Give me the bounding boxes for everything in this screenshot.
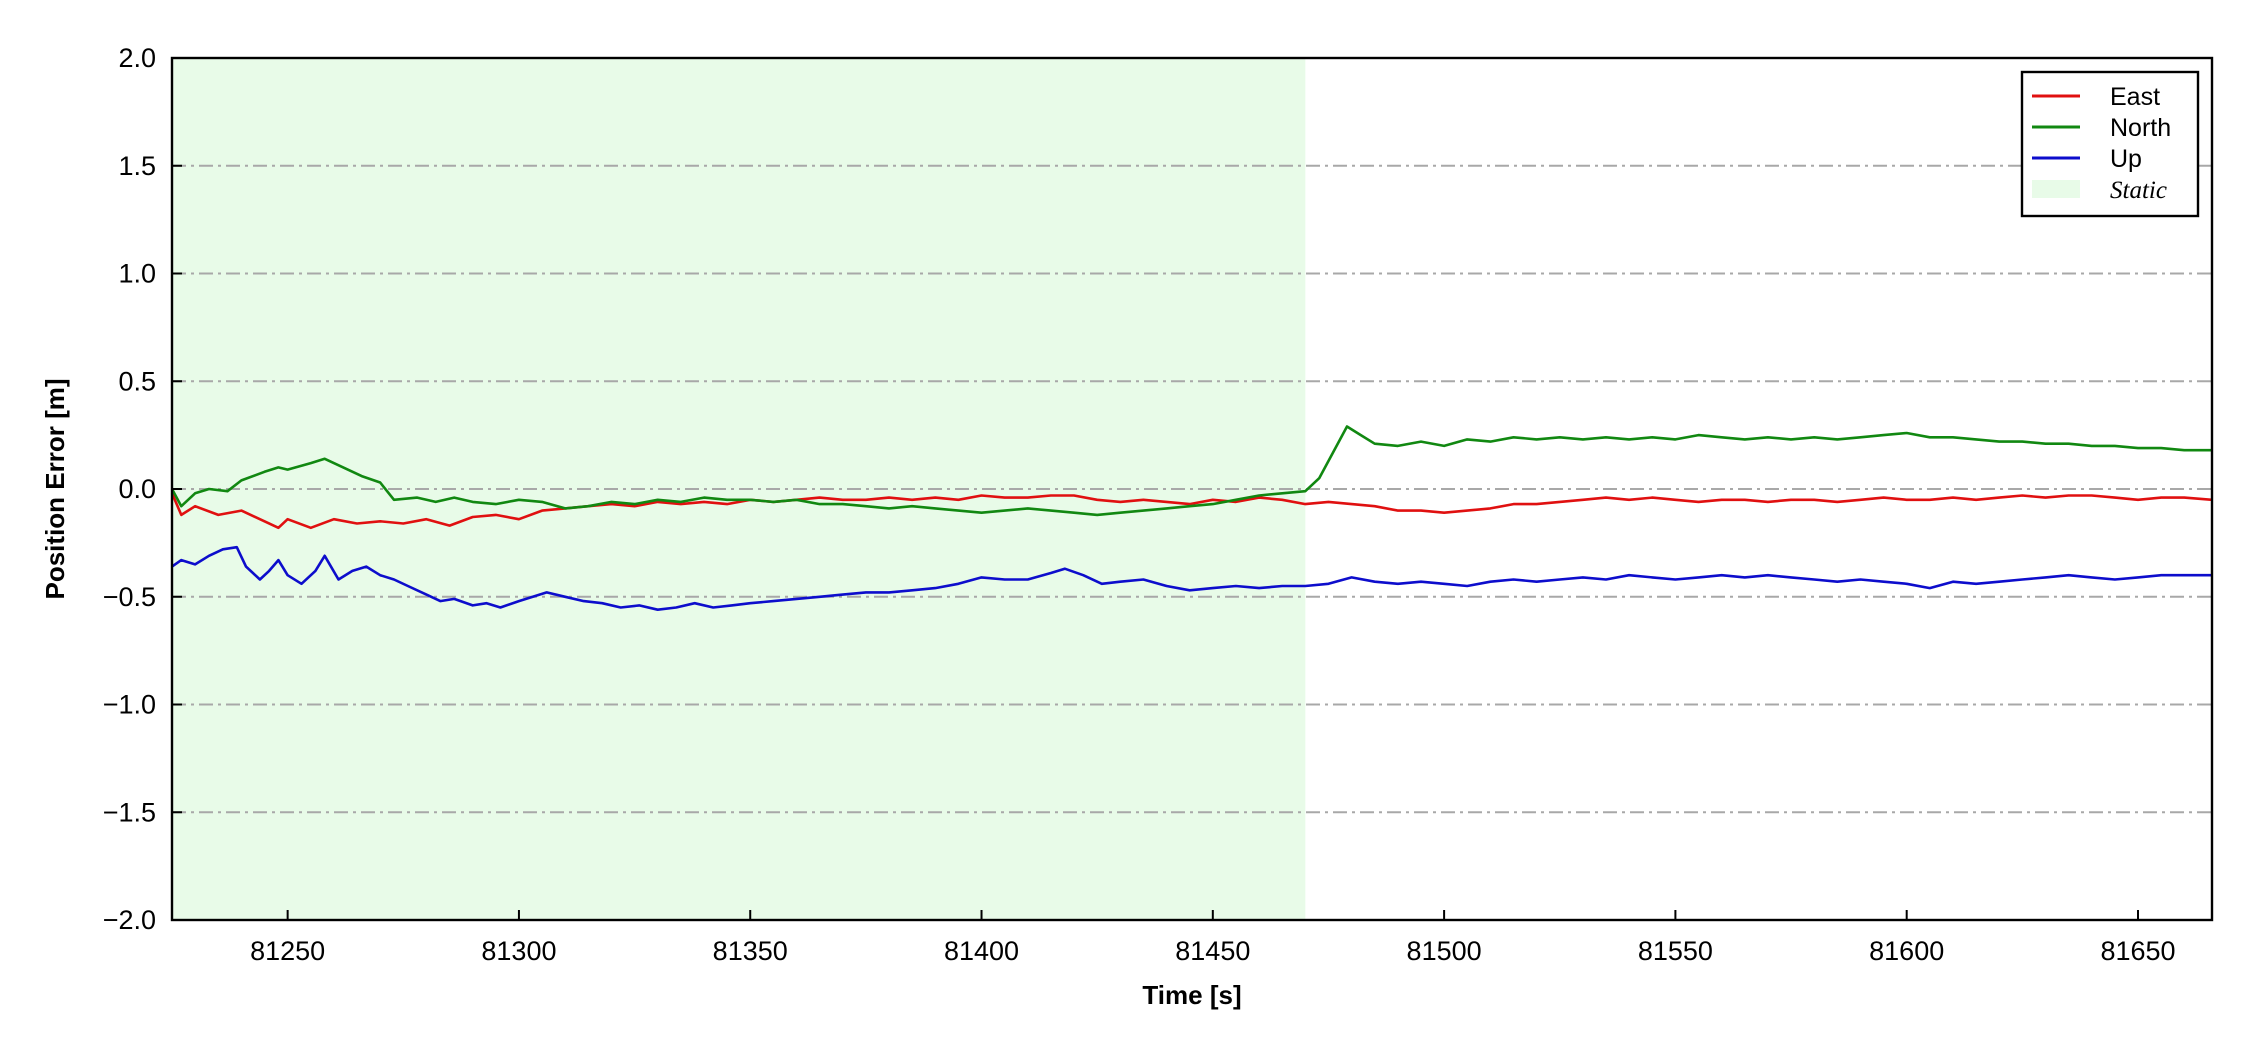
y-axis-label: Position Error [m] [40, 378, 70, 599]
x-tick-label: 81300 [481, 936, 556, 966]
legend-label-east: East [2110, 83, 2160, 111]
y-tick-label: 0.5 [118, 366, 156, 396]
series-line-east [170, 492, 2213, 530]
x-tick-label: 81450 [1175, 936, 1250, 966]
shaded-region-static [172, 58, 1306, 920]
x-tick-label: 81500 [1407, 936, 1482, 966]
series-line-up [171, 545, 2212, 611]
x-axis-label: Time [s] [1142, 980, 1241, 1010]
x-tick-label: 81600 [1869, 936, 1944, 966]
x-tick-label: 81650 [2100, 936, 2175, 966]
x-tick-label: 81250 [250, 936, 325, 966]
y-tick-label: −2.0 [103, 905, 156, 935]
y-tick-label: −0.5 [103, 582, 156, 612]
legend-label-north: North [2110, 114, 2171, 142]
y-tick-label: −1.5 [103, 797, 156, 827]
x-tick-label: 81350 [713, 936, 788, 966]
y-tick-label: 2.0 [118, 43, 156, 73]
legend-swatch-static [2032, 180, 2080, 198]
y-tick-label: 1.0 [118, 259, 156, 289]
y-tick-label: 1.5 [118, 151, 156, 181]
series-line-north [170, 425, 2212, 517]
legend-label-up: Up [2110, 145, 2142, 173]
x-tick-label: 81550 [1638, 936, 1713, 966]
legend-label-static: Static [2110, 177, 2167, 204]
y-tick-label: −1.0 [103, 690, 156, 720]
x-tick-label: 81400 [944, 936, 1019, 966]
y-tick-label: 0.0 [118, 474, 156, 504]
